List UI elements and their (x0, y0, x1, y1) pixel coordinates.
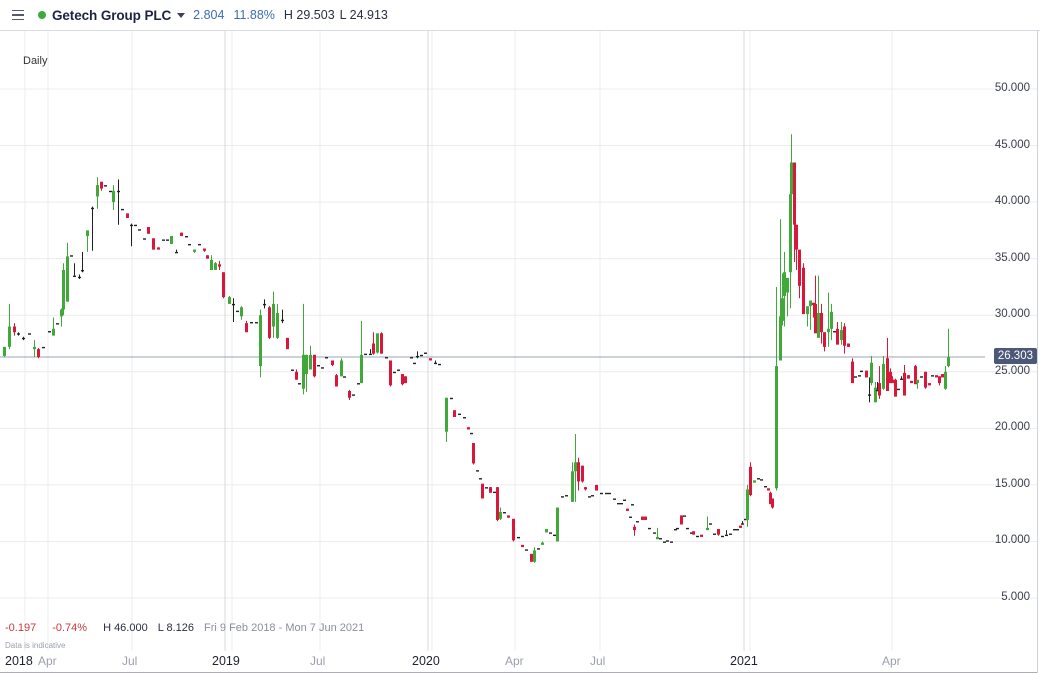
y-tick-label: 45.000 (994, 138, 1030, 151)
y-tick-label: 40.000 (994, 195, 1030, 208)
x-tick-label: 2018 (5, 654, 33, 668)
x-tick-label: Apr (38, 654, 57, 668)
chevron-down-icon[interactable] (177, 13, 186, 18)
x-tick-label: Jul (590, 654, 606, 668)
hamburger-menu-icon[interactable] (12, 10, 24, 20)
chart-stats: -0.197 -0.74% H 46.000 L 8.126 Fri 9 Feb… (5, 622, 364, 634)
range-low: L 8.126 (157, 622, 195, 634)
x-tick-label: Jul (122, 654, 138, 668)
market-status-dot-icon (38, 11, 46, 19)
chart-period-label[interactable]: Daily (23, 55, 48, 67)
x-tick-label: 2020 (412, 654, 440, 668)
instrument-header: Getech Group PLC 2.804 11.88% H 29.503 L… (0, 0, 1040, 31)
y-tick-label: 20.000 (994, 421, 1030, 434)
candlestick-plot[interactable] (0, 31, 1040, 673)
y-tick-label: 25.000 (994, 364, 1030, 377)
date-range: Fri 9 Feb 2018 - Mon 7 Jun 2021 (204, 622, 365, 634)
y-tick-label: 30.000 (994, 308, 1030, 321)
range-change: -0.197 (5, 622, 37, 634)
x-tick-label: Jul (310, 654, 326, 668)
y-tick-label: 15.000 (994, 477, 1030, 490)
y-tick-label: 5.000 (1001, 591, 1030, 603)
x-tick-label: Apr (505, 654, 524, 668)
last-price-tag: 26.303 (993, 348, 1037, 365)
data-indicative-note: Data is indicative (5, 641, 66, 650)
y-tick-label: 10.000 (994, 534, 1030, 547)
range-change-percent: -0.74% (52, 622, 88, 634)
session-high: H 29.503 (283, 8, 335, 22)
price-chart[interactable]: Daily 5.000 10.000 15.000 20.000 25.000 30.00… (0, 31, 1040, 673)
y-tick-label: 50.000 (994, 82, 1030, 94)
y-tick-label: 35.000 (994, 251, 1030, 264)
instrument-name[interactable]: Getech Group PLC (52, 7, 172, 23)
price-change-percent: 11.88% (233, 8, 275, 22)
x-tick-label: Apr (882, 654, 901, 668)
x-tick-label: 2019 (212, 654, 240, 668)
range-high: H 46.000 (103, 622, 148, 634)
session-low: L 24.913 (339, 8, 388, 22)
price-change: 2.804 (193, 8, 225, 22)
x-tick-label: 2021 (730, 654, 758, 668)
